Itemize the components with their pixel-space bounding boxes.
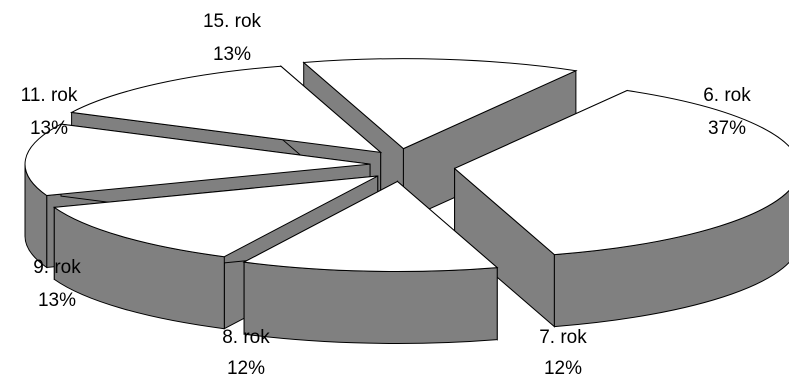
slice-top-6-rok [453, 89, 789, 256]
slice-rim-7-rok [243, 261, 498, 344]
slice-pct-9-rok: 13% [38, 290, 76, 311]
slice-top-7-rok [242, 180, 499, 272]
slice-top-11-rok [69, 65, 383, 154]
slice-pct-6-rok: 37% [708, 118, 746, 139]
pie-labels: 6. rok 37% 7. rok 12% 8. rok 12% 9. rok … [21, 11, 752, 378]
slice-top-8-rok [52, 175, 378, 258]
slice-label-9-rok: 9. rok [33, 257, 81, 278]
slice-pct-11-rok: 13% [30, 118, 68, 139]
slice-pct-15-rok: 13% [213, 44, 251, 65]
slice-pct-7-rok: 12% [544, 358, 582, 378]
slice-label-15-rok: 15. rok [203, 11, 262, 32]
pie-slices [24, 58, 789, 344]
slice-pct-8-rok: 12% [227, 358, 265, 378]
slice-label-7-rok: 7. rok [539, 327, 587, 348]
slice-label-6-rok: 6. rok [703, 85, 751, 106]
slice-label-11-rok: 11. rok [21, 85, 78, 106]
slice-label-8-rok: 8. rok [222, 327, 270, 348]
slice-top-9-rok [24, 123, 371, 197]
slice-top-15-rok [302, 58, 578, 150]
